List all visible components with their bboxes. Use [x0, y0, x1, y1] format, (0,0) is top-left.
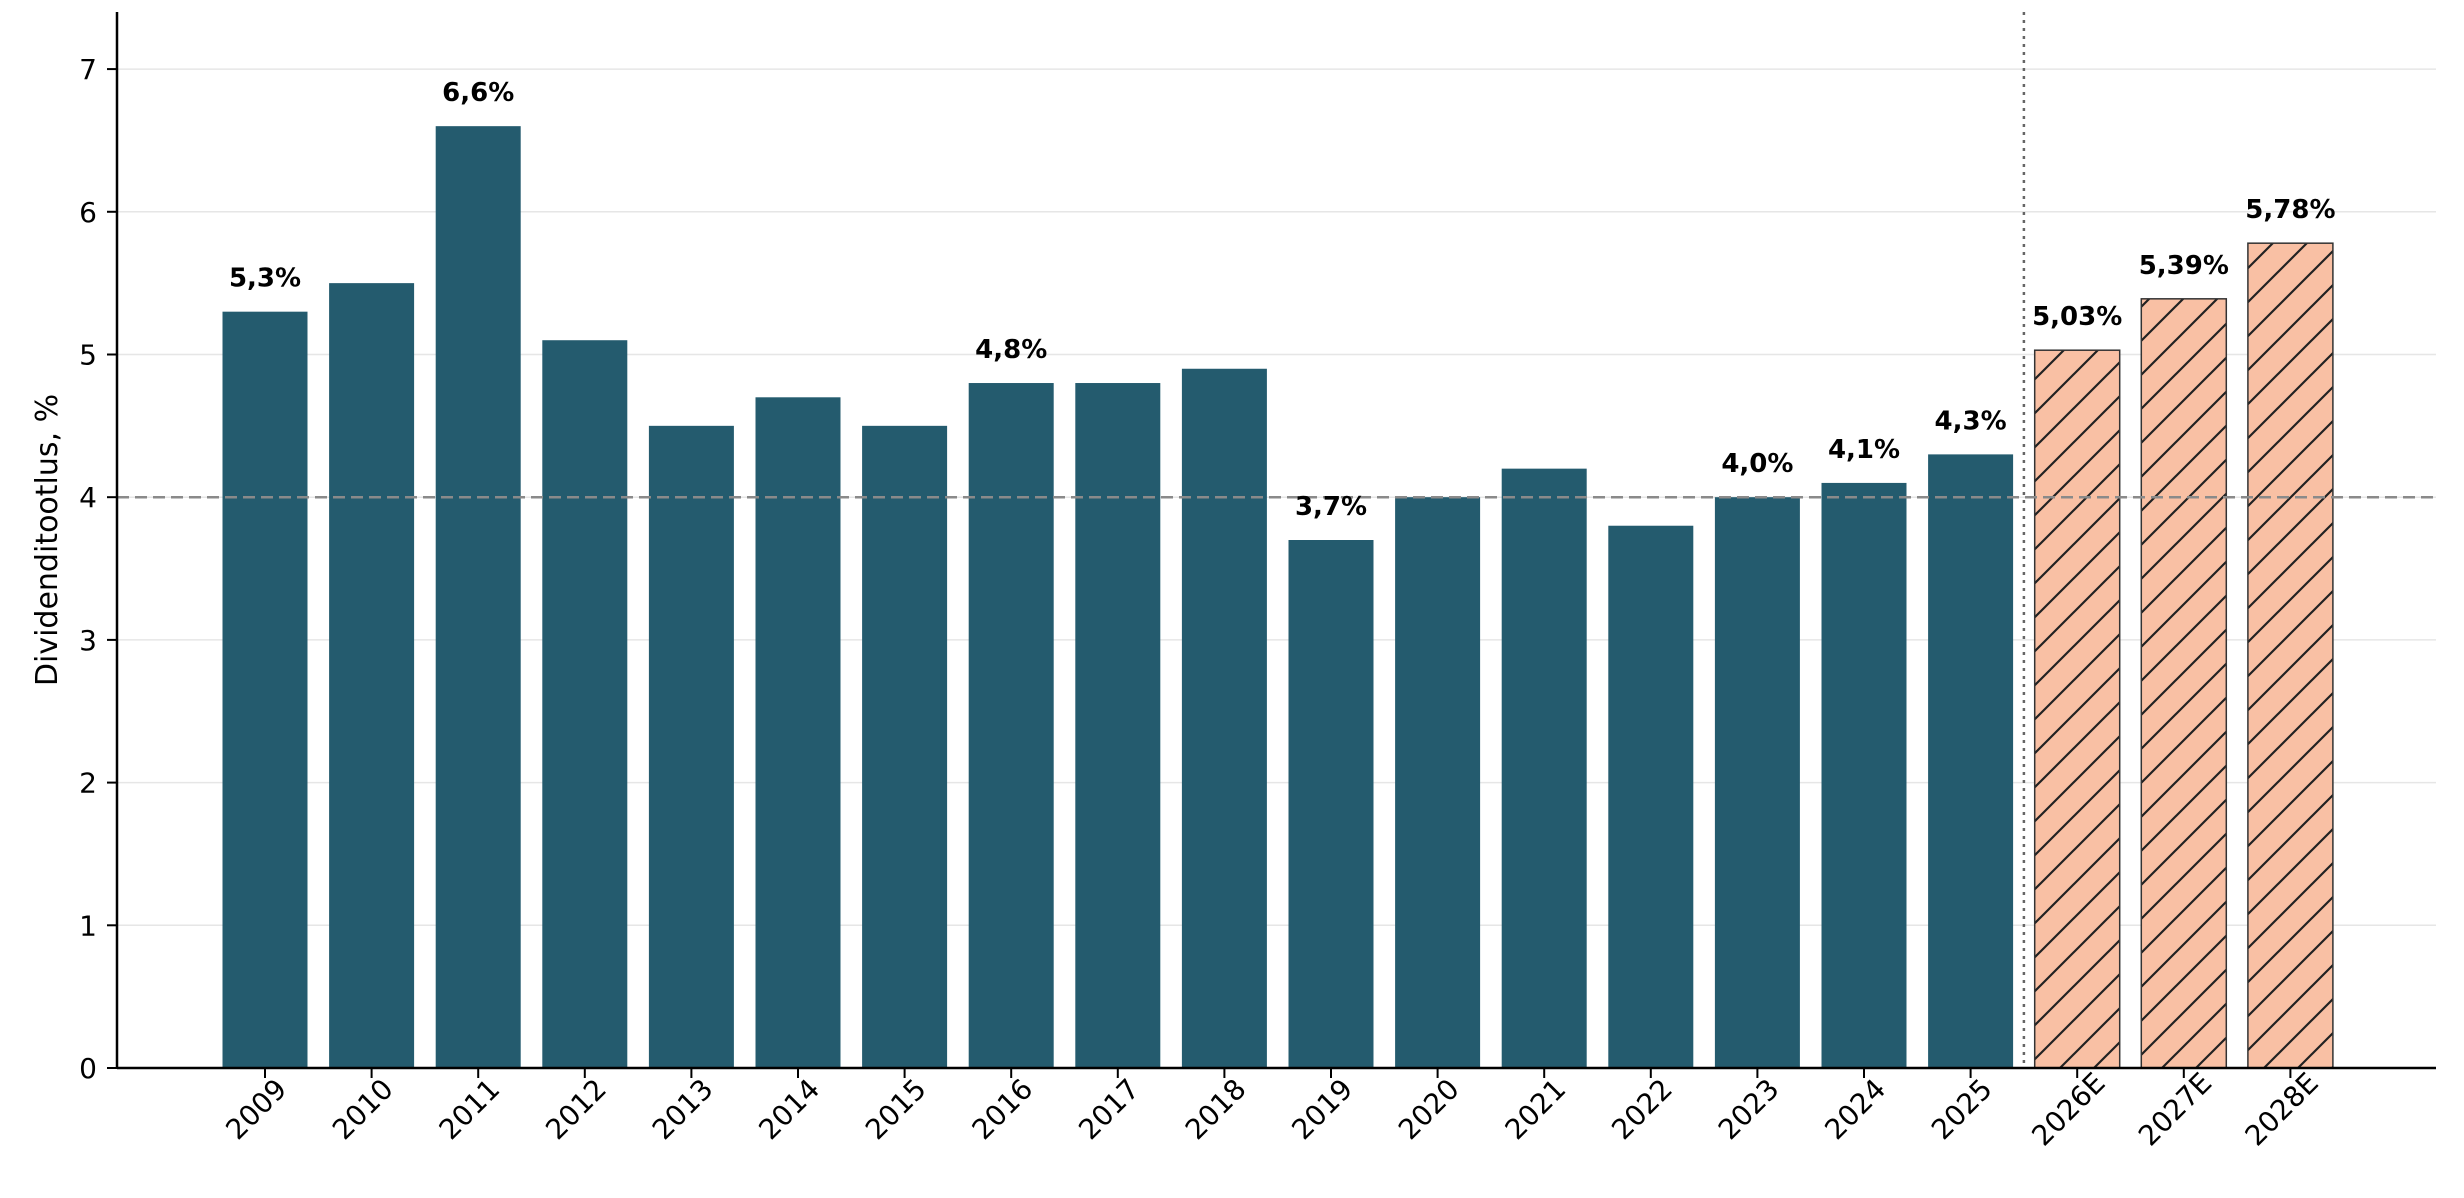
y-tick-label: 3	[79, 624, 97, 657]
y-tick-label: 4	[79, 481, 97, 514]
y-tick-label: 2	[79, 767, 97, 800]
y-tick-label: 0	[79, 1052, 97, 1085]
data-label: 3,7%	[1295, 492, 1367, 522]
data-label: 4,8%	[975, 335, 1047, 365]
x-tick-label: 2026E	[2025, 1066, 2111, 1152]
bars	[222, 126, 2334, 1069]
data-label: 4,1%	[1828, 435, 1900, 465]
bar	[1714, 497, 1800, 1068]
bar	[968, 383, 1054, 1068]
data-labels: 5,3% 6,6% 4,8% 3,7% 4,0% 4,1% 4,3% 5,03% 5,39% 5,…	[229, 78, 2336, 522]
x-tick-label: 2013	[646, 1072, 720, 1146]
data-label: 6,6%	[442, 78, 514, 108]
x-tick-label: 2015	[859, 1072, 933, 1146]
bar-forecast	[2033, 349, 2121, 1069]
x-tick-label: 2027E	[2132, 1066, 2218, 1152]
bar	[435, 126, 521, 1068]
x-tick-label: 2023	[1712, 1072, 1786, 1146]
data-label: 4,0%	[1721, 449, 1793, 479]
y-tick-label: 7	[79, 53, 97, 86]
data-label: 5,03%	[2032, 302, 2122, 332]
x-tick-label: 2020	[1392, 1072, 1466, 1146]
bar	[862, 425, 948, 1068]
x-tick-label: 2018	[1179, 1072, 1253, 1146]
reference-lines	[117, 12, 2436, 1068]
bar	[222, 311, 308, 1069]
bar	[542, 340, 628, 1069]
x-tick-label: 2017	[1072, 1072, 1146, 1146]
bar	[1928, 454, 2014, 1068]
data-label: 5,39%	[2139, 251, 2229, 281]
bar	[1395, 497, 1481, 1068]
bar-forecast	[2247, 242, 2334, 1069]
x-tick-label: 2019	[1285, 1072, 1359, 1146]
bar	[755, 397, 841, 1068]
x-tick-label: 2028E	[2239, 1066, 2325, 1152]
bar	[1181, 368, 1267, 1069]
bar	[329, 283, 415, 1068]
x-tick-label: 2014	[752, 1072, 826, 1146]
data-label: 4,3%	[1935, 406, 2007, 436]
bar	[648, 425, 734, 1068]
data-label: 5,3%	[229, 264, 301, 294]
y-tick-label: 6	[79, 196, 97, 229]
x-tick-label: 2022	[1605, 1072, 1679, 1146]
bar	[1288, 540, 1374, 1068]
bar	[1501, 468, 1587, 1068]
x-tick-label: 2016	[966, 1072, 1040, 1146]
data-label: 5,78%	[2245, 195, 2335, 225]
x-tick-label: 2012	[539, 1072, 613, 1146]
x-tick-label: 2009	[219, 1072, 293, 1146]
bar	[1075, 383, 1161, 1068]
bar	[1608, 525, 1694, 1068]
x-tick-label: 2021	[1499, 1072, 1573, 1146]
bar	[1821, 482, 1907, 1068]
x-tick-label: 2024	[1818, 1072, 1892, 1146]
bar-forecast	[2140, 298, 2228, 1069]
x-tick-label: 2025	[1925, 1072, 1999, 1146]
x-tick-label: 2010	[326, 1072, 400, 1146]
y-tick-label: 1	[79, 909, 97, 942]
y-tick-label: 5	[79, 338, 97, 371]
y-axis-title: Dividenditootlus, %	[30, 394, 65, 686]
x-tick-label: 2011	[433, 1072, 507, 1146]
